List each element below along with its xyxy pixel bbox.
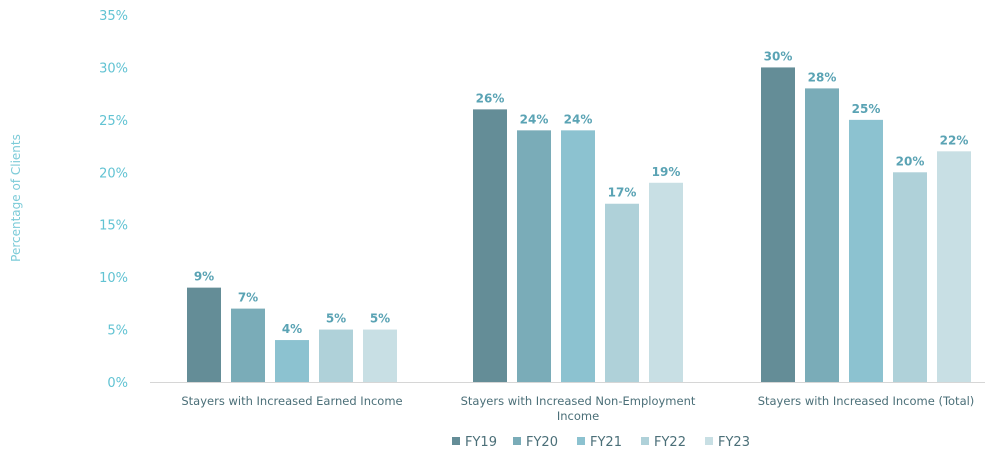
data-label: 4%: [282, 322, 302, 336]
data-label: 24%: [564, 112, 593, 126]
y-tick-label: 5%: [107, 324, 128, 339]
legend-swatch-fy22: [641, 437, 649, 445]
data-label: 17%: [608, 186, 637, 200]
legend: FY19 FY20 FY21 FY22 FY23: [452, 435, 750, 450]
bar-fy19-category-3: [761, 67, 795, 382]
category-labels: Stayers with Increased Earned Income Stay…: [181, 394, 974, 423]
data-labels: 9% 7% 4% 5% 5% 26% 24% 24% 17% 19% 30% 28% 25% 20% 22%: [194, 49, 969, 336]
legend-swatch-fy19: [452, 437, 460, 445]
data-label: 26%: [476, 91, 505, 105]
y-axis-ticks: 0% 5% 10% 15% 20% 25% 30% 35%: [99, 9, 128, 391]
legend-label-fy22: FY22: [654, 435, 686, 450]
bar-fy21-category-3: [849, 119, 883, 382]
data-label: 28%: [808, 70, 837, 84]
legend-label-fy21: FY21: [590, 435, 622, 450]
bar-fy23-category-2: [649, 182, 683, 382]
bar-fy20-category-2: [517, 130, 551, 382]
legend-label-fy20: FY20: [526, 435, 558, 450]
data-label: 22%: [940, 133, 969, 147]
legend-swatch-fy23: [705, 437, 713, 445]
bar-fy20-category-1: [231, 308, 265, 382]
bar-fy22-category-1: [319, 329, 353, 382]
y-tick-label: 25%: [99, 114, 128, 129]
category-label: Stayers with Increased Income (Total): [758, 394, 975, 408]
bar-fy21-category-2: [561, 130, 595, 382]
data-label: 9%: [194, 270, 214, 284]
bar-fy23-category-3: [937, 151, 971, 382]
data-label: 20%: [896, 154, 925, 168]
y-tick-label: 35%: [99, 9, 128, 24]
y-axis-title-group: Percentage of Clients: [9, 134, 23, 262]
legend-label-fy19: FY19: [465, 435, 497, 450]
bar-fy19-category-2: [473, 109, 507, 382]
data-label: 30%: [764, 49, 793, 63]
legend-swatch-fy20: [513, 437, 521, 445]
legend-swatch-fy21: [577, 437, 585, 445]
data-label: 19%: [652, 165, 681, 179]
bars: [187, 67, 971, 383]
bar-fy20-category-3: [805, 88, 839, 383]
bar-fy19-category-1: [187, 287, 221, 382]
data-label: 24%: [520, 112, 549, 126]
y-axis-title: Percentage of Clients: [9, 134, 23, 262]
bar-fy22-category-2: [605, 203, 639, 382]
y-tick-label: 20%: [99, 166, 128, 181]
legend-label-fy23: FY23: [718, 435, 750, 450]
bar-fy22-category-3: [893, 172, 927, 382]
data-label: 7%: [238, 291, 258, 305]
y-tick-label: 10%: [99, 271, 128, 286]
category-label: Stayers with Increased Earned Income: [181, 394, 402, 408]
y-tick-label: 30%: [99, 61, 128, 76]
category-label: Income: [557, 409, 599, 423]
bar-fy21-category-1: [275, 340, 309, 382]
data-label: 5%: [370, 312, 390, 326]
data-label: 5%: [326, 312, 346, 326]
category-label: Stayers with Increased Non-Employment: [461, 394, 696, 408]
y-tick-label: 0%: [107, 376, 128, 391]
bar-fy23-category-1: [363, 329, 397, 382]
y-tick-label: 15%: [99, 219, 128, 234]
data-label: 25%: [852, 102, 881, 116]
